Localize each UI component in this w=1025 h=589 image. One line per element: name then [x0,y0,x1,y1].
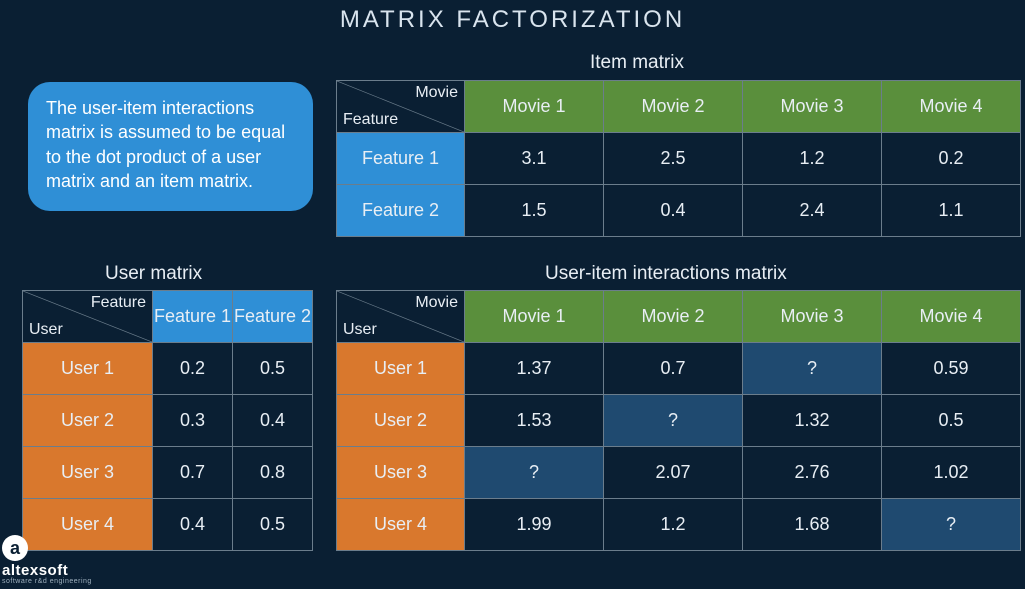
unknown-cell: ? [882,499,1021,551]
corner-bottom-label: User [29,321,63,339]
col-header: Movie 1 [465,81,604,133]
user-matrix-table: Feature User Feature 1 Feature 2 User 1 … [22,290,313,551]
row-header: User 1 [23,343,153,395]
cell: 0.5 [882,395,1021,447]
col-header: Movie 3 [743,291,882,343]
brand-name: altexsoft [2,563,92,578]
corner-top-label: Movie [415,294,458,312]
cell: 0.8 [233,447,313,499]
brand-tagline: software r&d engineering [2,578,92,585]
cell: 0.4 [604,185,743,237]
cell: 0.5 [233,499,313,551]
row-header: Feature 2 [337,185,465,237]
unknown-cell: ? [604,395,743,447]
cell: 1.2 [743,133,882,185]
unknown-cell: ? [465,447,604,499]
user-matrix-title: User matrix [105,263,202,285]
brand-glyph-icon: a [2,535,28,561]
corner-top-label: Feature [91,294,146,312]
item-matrix-table: Movie Feature Movie 1 Movie 2 Movie 3 Mo… [336,80,1021,237]
cell: 0.5 [233,343,313,395]
item-matrix-title: Item matrix [590,52,684,74]
cell: 2.4 [743,185,882,237]
cell: 2.5 [604,133,743,185]
cell: 2.07 [604,447,743,499]
col-header: Feature 1 [153,291,233,343]
unknown-cell: ? [743,343,882,395]
cell: 0.4 [233,395,313,447]
row-header: User 2 [337,395,465,447]
corner-top-label: Movie [415,84,458,102]
cell: 2.76 [743,447,882,499]
ui-matrix-corner: Movie User [337,291,465,343]
row-header: Feature 1 [337,133,465,185]
cell: 1.37 [465,343,604,395]
row-header: User 3 [23,447,153,499]
cell: 0.3 [153,395,233,447]
col-header: Movie 4 [882,81,1021,133]
cell: 0.4 [153,499,233,551]
ui-matrix-title: User-item interactions matrix [545,263,787,285]
col-header: Movie 2 [604,291,743,343]
cell: 0.2 [153,343,233,395]
page-title: MATRIX FACTORIZATION [0,6,1025,34]
item-matrix-corner: Movie Feature [337,81,465,133]
col-header: Movie 2 [604,81,743,133]
cell: 1.99 [465,499,604,551]
row-header: User 4 [337,499,465,551]
cell: 3.1 [465,133,604,185]
cell: 1.68 [743,499,882,551]
explanation-callout: The user-item interactions matrix is ass… [28,82,313,211]
cell: 1.1 [882,185,1021,237]
col-header: Movie 3 [743,81,882,133]
slide: MATRIX FACTORIZATION The user-item inter… [0,0,1025,589]
brand-logo: a altexsoft software r&d engineering [2,535,92,585]
cell: 0.7 [153,447,233,499]
cell: 1.02 [882,447,1021,499]
cell: 0.7 [604,343,743,395]
user-matrix-corner: Feature User [23,291,153,343]
cell: 1.2 [604,499,743,551]
col-header: Movie 1 [465,291,604,343]
corner-bottom-label: User [343,321,377,339]
cell: 0.59 [882,343,1021,395]
col-header: Feature 2 [233,291,313,343]
cell: 1.5 [465,185,604,237]
row-header: User 3 [337,447,465,499]
col-header: Movie 4 [882,291,1021,343]
cell: 1.53 [465,395,604,447]
row-header: User 2 [23,395,153,447]
corner-bottom-label: Feature [343,111,398,129]
row-header: User 1 [337,343,465,395]
cell: 1.32 [743,395,882,447]
interactions-matrix-table: Movie User Movie 1 Movie 2 Movie 3 Movie… [336,290,1021,551]
cell: 0.2 [882,133,1021,185]
